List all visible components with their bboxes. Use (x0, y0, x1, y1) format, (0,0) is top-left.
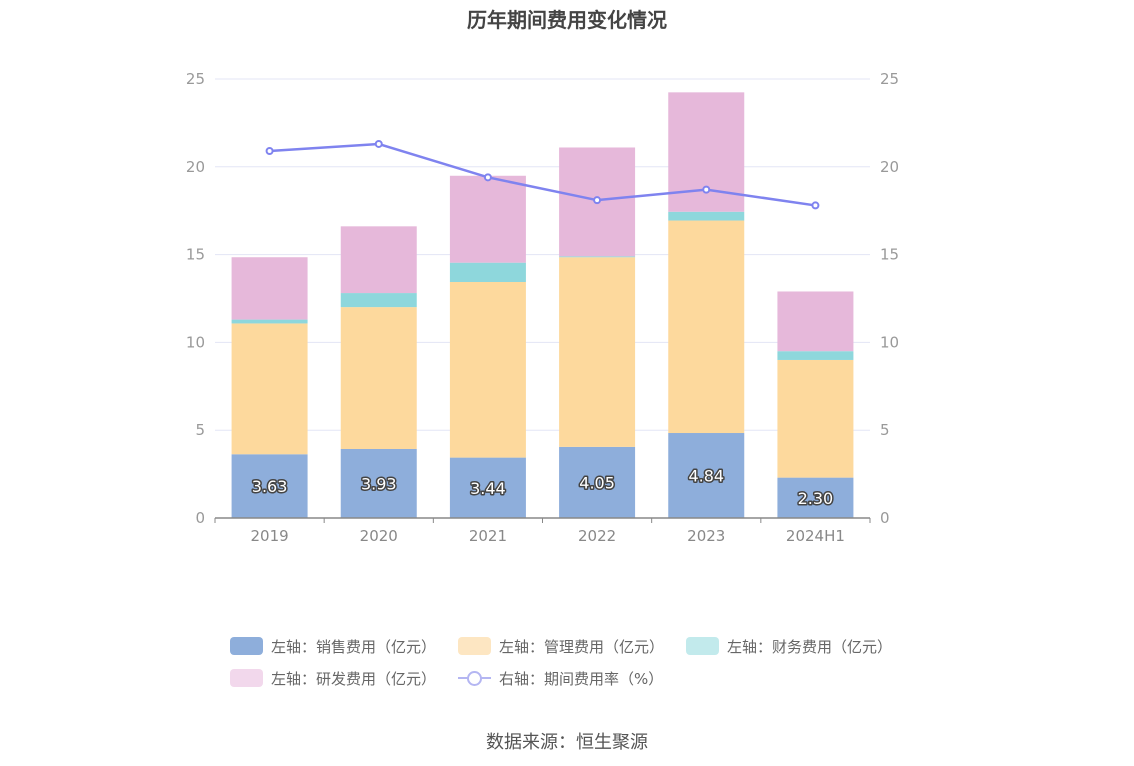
x-axis-tick-label: 2022 (578, 527, 616, 545)
bar-admin (340, 307, 417, 449)
x-axis-tick-label: 2020 (360, 527, 398, 545)
bar-finance (231, 319, 308, 324)
bar-data-label: 3.63 (252, 477, 288, 496)
expense-rate-point (483, 173, 492, 182)
legend-swatch-finance (686, 637, 720, 655)
legend-item-finance[interactable]: 左轴：财务费用（亿元） (686, 636, 892, 657)
legend-swatch-expense-rate (458, 669, 492, 687)
bar-data-label: 4.84 (688, 467, 724, 486)
legend-swatch-rnd (230, 669, 263, 687)
legend-item-expense-rate[interactable]: 右轴：期间费用率（%） (458, 668, 663, 689)
legend-label-sales: 左轴：销售费用（亿元） (271, 637, 437, 656)
expense-rate-point (593, 196, 602, 205)
data-source: 数据来源：恒生聚源 (486, 732, 648, 753)
chart-canvas: 0 5 10 15 20 25 0 5 10 15 20 25 3.63 2019 3.93 2020 3.44… (186, 70, 899, 545)
expense-rate-point (811, 201, 820, 210)
bar-admin (449, 281, 526, 458)
bar-admin (668, 220, 745, 434)
left-axis-tick-label: 20 (186, 158, 205, 176)
right-axis-tick-label: 0 (880, 509, 890, 527)
bar-sales (340, 448, 417, 518)
bar-rnd (231, 257, 308, 320)
expense-rate-point (374, 139, 383, 148)
left-axis-tick-label: 15 (186, 246, 205, 264)
right-axis-tick-label: 15 (880, 246, 899, 264)
legend-item-sales[interactable]: 左轴：销售费用（亿元） (230, 636, 436, 657)
x-axis-tick-label: 2019 (250, 527, 288, 545)
legend-label-finance: 左轴：财务费用（亿元） (727, 637, 893, 656)
bar-finance (668, 211, 745, 221)
right-axis-tick-label: 25 (880, 70, 899, 88)
chart-title: 历年期间费用变化情况 (467, 8, 667, 32)
expense-rate-point (702, 185, 711, 194)
legend-label-rnd: 左轴：研发费用（亿元） (271, 669, 437, 688)
bar-sales (559, 446, 636, 518)
bar-sales (777, 477, 854, 518)
left-axis-tick-label: 0 (195, 509, 205, 527)
bar-data-label: 4.05 (579, 473, 615, 492)
bar-finance (777, 351, 854, 360)
bar-admin (777, 359, 854, 478)
x-axis-tick-label: 2024H1 (786, 527, 845, 545)
bar-data-label: 2.30 (798, 489, 834, 508)
bar-admin (231, 323, 308, 455)
bar-finance (340, 293, 417, 308)
left-axis-tick-label: 25 (186, 70, 205, 88)
bar-finance (559, 256, 636, 258)
legend-label-expense-rate: 右轴：期间费用率（%） (499, 669, 664, 688)
bar-rnd (777, 291, 854, 352)
legend-item-admin[interactable]: 左轴：管理费用（亿元） (458, 636, 664, 657)
expense-rate-point (265, 146, 274, 155)
bar-rnd (449, 175, 526, 263)
left-axis-tick-label: 5 (195, 421, 205, 439)
bar-rnd (340, 226, 417, 294)
x-axis-tick-label: 2021 (469, 527, 507, 545)
right-axis-tick-label: 5 (880, 421, 890, 439)
bar-sales (668, 433, 745, 518)
bar-data-label: 3.44 (470, 479, 506, 498)
bar-sales (449, 457, 526, 518)
right-axis-tick-label: 20 (880, 158, 899, 176)
expense-rate-line (269, 142, 816, 207)
chart-legend: 左轴：销售费用（亿元） 左轴：管理费用（亿元） 左轴：财务费用（亿元） 左轴：研… (230, 630, 950, 694)
left-axis-tick-label: 10 (186, 333, 205, 351)
legend-item-rnd[interactable]: 左轴：研发费用（亿元） (230, 668, 436, 689)
x-axis-tick-label: 2023 (687, 527, 725, 545)
bar-sales (231, 454, 308, 518)
right-axis-tick-label: 10 (880, 333, 899, 351)
legend-swatch-sales (230, 637, 263, 655)
bar-finance (449, 262, 526, 282)
bar-data-label: 3.93 (361, 474, 397, 493)
bar-admin (559, 257, 636, 447)
legend-swatch-admin (458, 637, 492, 655)
legend-label-admin: 左轴：管理费用（亿元） (499, 637, 665, 656)
